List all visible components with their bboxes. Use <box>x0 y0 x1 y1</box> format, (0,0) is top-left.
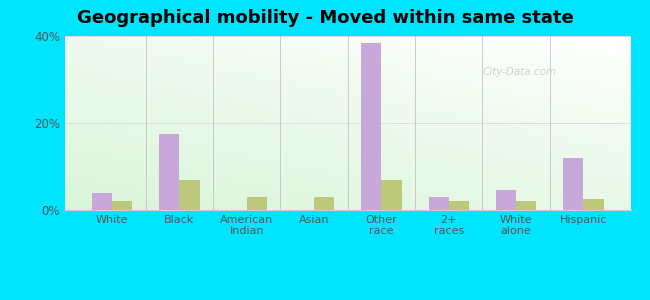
Bar <box>112 201 133 210</box>
Bar <box>159 134 179 210</box>
Text: Geographical mobility - Moved within same state: Geographical mobility - Moved within sam… <box>77 9 573 27</box>
Text: City-Data.com: City-Data.com <box>483 67 557 77</box>
Bar <box>428 197 448 210</box>
Bar <box>314 197 334 210</box>
Bar <box>382 179 402 210</box>
Bar <box>92 193 112 210</box>
Bar <box>584 199 604 210</box>
Bar <box>247 197 267 210</box>
Bar <box>563 158 583 210</box>
Bar <box>496 190 516 210</box>
Bar <box>516 201 536 210</box>
Bar <box>448 201 469 210</box>
Bar <box>361 43 382 210</box>
Bar <box>179 179 200 210</box>
